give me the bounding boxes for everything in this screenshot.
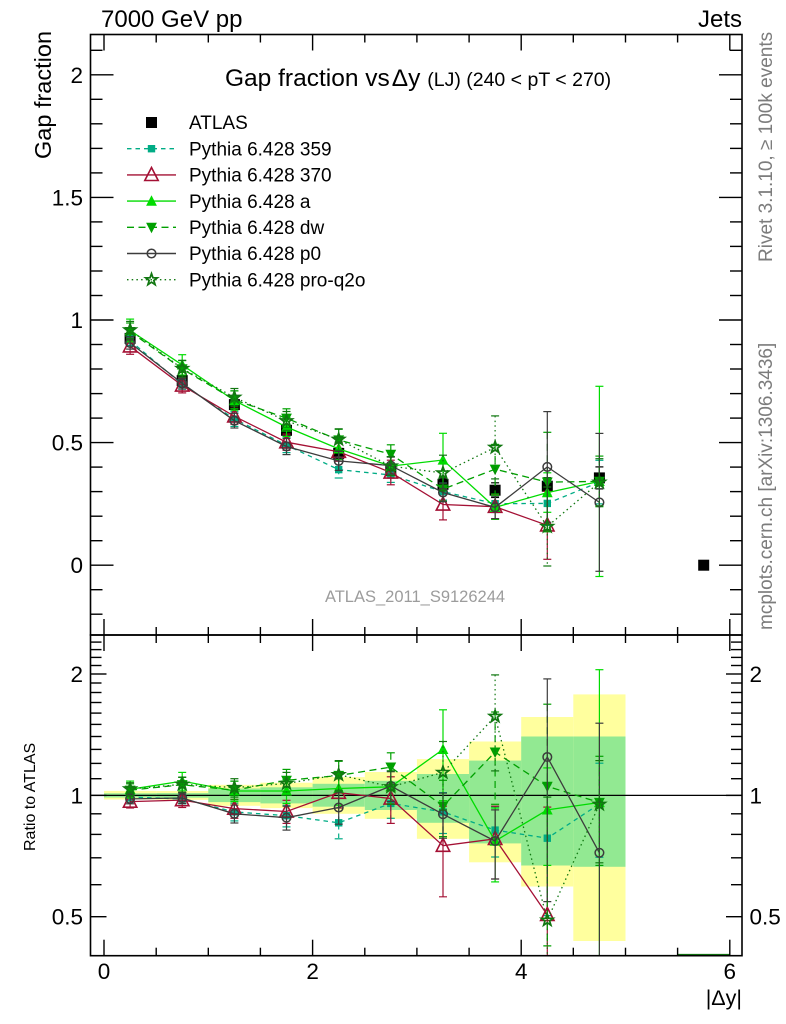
svg-text:0.5: 0.5 [750,905,781,930]
svg-text:1: 1 [70,308,83,333]
svg-text:0: 0 [98,959,111,984]
svg-text:1.5: 1.5 [52,185,83,210]
svg-text:Pythia 6.428 a: Pythia 6.428 a [189,192,311,213]
svg-text:2: 2 [70,63,83,88]
svg-text:Gap fraction: Gap fraction [30,31,56,159]
svg-text:4: 4 [515,959,528,984]
svg-text:1: 1 [70,783,83,808]
svg-text:Ratio to ATLAS: Ratio to ATLAS [22,743,39,851]
svg-text:0.5: 0.5 [52,905,83,930]
svg-text:0.5: 0.5 [52,431,83,456]
svg-text:7000 GeV pp: 7000 GeV pp [101,6,242,33]
svg-text:mcplots.cern.ch [arXiv:1306.34: mcplots.cern.ch [arXiv:1306.3436] [756,343,777,630]
svg-text:0: 0 [70,553,83,578]
svg-text:Pythia 6.428 dw: Pythia 6.428 dw [189,218,324,239]
svg-text:2: 2 [306,959,319,984]
svg-text:Pythia 6.428 370: Pythia 6.428 370 [189,166,332,187]
svg-text:|Δy|: |Δy| [706,986,742,1010]
svg-text:2: 2 [70,662,83,687]
svg-text:Pythia 6.428 pro-q2o: Pythia 6.428 pro-q2o [189,270,365,291]
svg-text:2: 2 [750,662,763,687]
svg-text:ATLAS_2011_S9126244: ATLAS_2011_S9126244 [325,588,505,606]
svg-text:Gap fraction vs Δy (LJ) (240 <: Gap fraction vs Δy (LJ) (240 < pT < 270) [225,65,611,92]
svg-text:6: 6 [724,959,737,984]
svg-text:ATLAS: ATLAS [189,113,248,134]
svg-text:1: 1 [750,783,763,808]
svg-text:Pythia 6.428 p0: Pythia 6.428 p0 [189,244,321,265]
svg-text:Pythia 6.428 359: Pythia 6.428 359 [189,139,332,160]
svg-text:Rivet 3.1.10, ≥ 100k events: Rivet 3.1.10, ≥ 100k events [756,32,777,262]
svg-text:Jets: Jets [698,6,742,33]
